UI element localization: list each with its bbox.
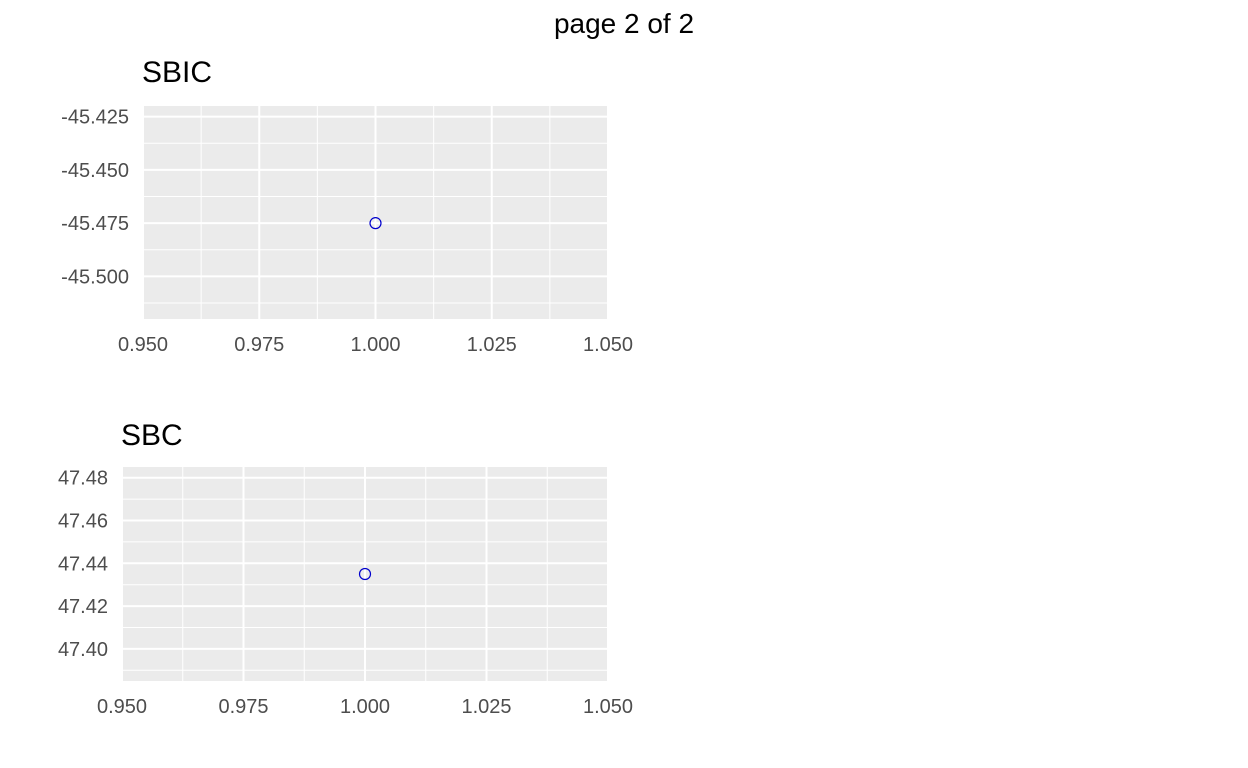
y-tick-label: -45.425 bbox=[61, 107, 129, 129]
sbic-chart: SBIC 0.950 0.975 1.000 1.025 1.050 -45.425 -45.… bbox=[61, 56, 633, 356]
sbic-data-point bbox=[369, 217, 382, 230]
y-tick-label: 47.42 bbox=[58, 596, 108, 618]
x-tick-label: 0.975 bbox=[218, 696, 268, 718]
page-title: page 2 of 2 bbox=[553, 8, 695, 39]
x-tick-label: 0.950 bbox=[118, 334, 168, 356]
x-tick-label: 1.025 bbox=[467, 334, 517, 356]
y-tick-label: -45.450 bbox=[61, 160, 129, 182]
sbc-data-point bbox=[358, 567, 372, 581]
x-tick-label: 1.050 bbox=[583, 696, 633, 718]
x-tick-label: 1.025 bbox=[461, 696, 511, 718]
y-tick-label: -45.500 bbox=[61, 266, 129, 288]
x-tick-label: 1.050 bbox=[583, 334, 633, 356]
sbic-chart-title: SBIC bbox=[142, 56, 212, 89]
y-tick-label: 47.44 bbox=[58, 553, 108, 575]
y-tick-label: -45.475 bbox=[61, 213, 129, 235]
y-tick-label: 47.46 bbox=[58, 511, 108, 533]
y-tick-label: 47.40 bbox=[58, 639, 108, 661]
x-tick-label: 1.000 bbox=[350, 334, 400, 356]
x-tick-label: 0.950 bbox=[97, 696, 147, 718]
sbc-chart-title: SBC bbox=[121, 419, 183, 452]
x-tick-label: 0.975 bbox=[234, 334, 284, 356]
x-tick-label: 1.000 bbox=[340, 696, 390, 718]
sbc-chart: SBC 0.950 0.975 1.000 1.025 1.050 47.48 47.46 47… bbox=[58, 419, 633, 718]
y-tick-label: 47.48 bbox=[58, 468, 108, 490]
